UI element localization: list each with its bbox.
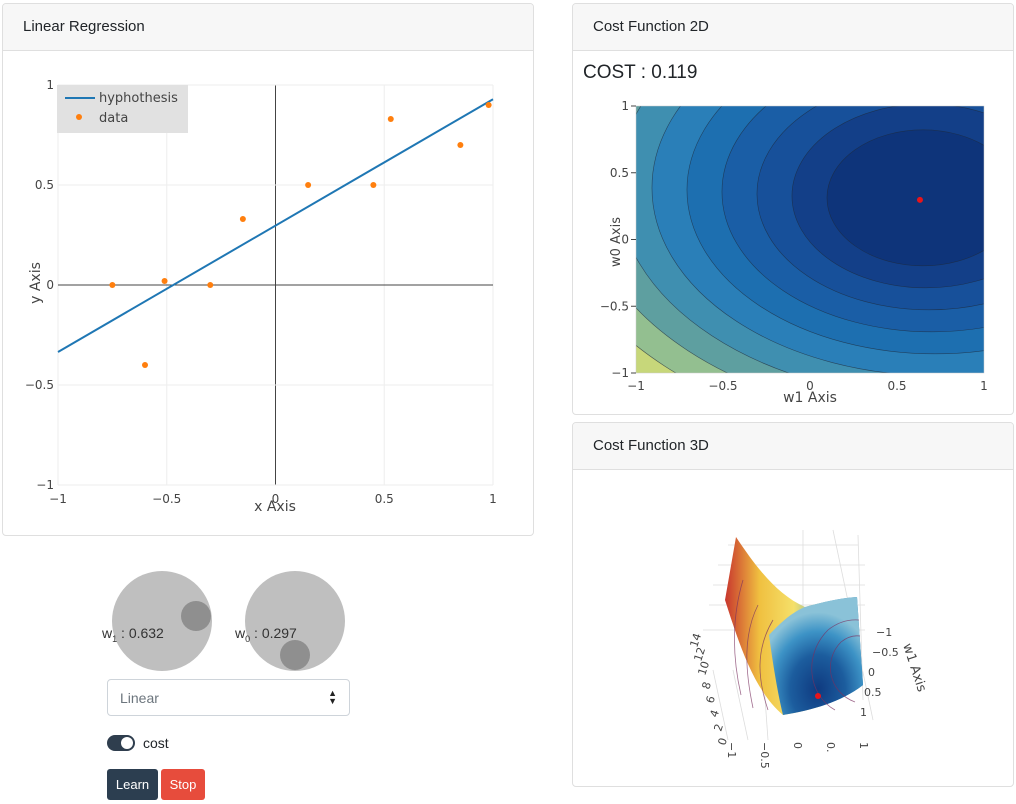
w1-label: w1 : 0.632 <box>102 625 164 644</box>
surface-z-tick: 4 <box>707 708 722 719</box>
w1-value: 0.632 <box>128 625 164 641</box>
surface-z-tick: 0 <box>715 736 730 747</box>
y-tick-label: 0 <box>46 278 54 292</box>
contour-band <box>826 129 984 267</box>
cost-2d-y-tick: 0.5 <box>610 166 629 180</box>
stop-button[interactable]: Stop <box>161 769 205 800</box>
cost-2d-x-tick: −1 <box>627 379 645 393</box>
surface-weights-marker <box>815 693 821 699</box>
surface-z-tick: 8 <box>699 680 714 691</box>
cost-2d-x-tick: 1 <box>980 379 988 393</box>
surface-w1-axis-title: w1 Axis <box>899 642 929 694</box>
data-point <box>387 116 394 122</box>
x-tick-label: −0.5 <box>152 492 181 506</box>
surface-w1-tick: 0 <box>868 666 875 679</box>
cost-2d-x-axis-title: w1 Axis <box>783 390 837 406</box>
regression-plot[interactable]: −1 −0.5 0 0.5 1−1−0.500.51 hyphothesis data … <box>3 51 534 536</box>
surface-z-tick: 2 <box>711 722 726 733</box>
data-point <box>142 362 148 368</box>
cost-2d-y-tick: −1 <box>611 366 629 380</box>
x-tick-label: 0.5 <box>375 492 394 506</box>
data-point <box>370 182 377 188</box>
current-weights-marker <box>916 196 923 203</box>
surface-w1-tick: −1 <box>876 626 892 639</box>
surface-w0-tick: −0.5 <box>758 742 771 769</box>
legend-data-label: data <box>99 111 128 126</box>
cost-2d-y-tick: −0.5 <box>600 299 629 313</box>
surface-contours <box>734 579 861 711</box>
select-arrows-icon: ▲ ▼ <box>328 688 337 706</box>
legend-hypothesis-label: hyphothesis <box>99 91 178 106</box>
linear-regression-card: Linear Regression −1 −0.5 0 0.5 1 −1 −0.5 0 0.5 1… <box>2 3 534 536</box>
cost-2d-title: Cost Function 2D <box>573 4 1013 51</box>
hypothesis-line <box>57 98 494 353</box>
surface-z-tick: 10 <box>695 660 712 677</box>
cost-toggle[interactable] <box>107 735 135 751</box>
y-tick-label: −0.5 <box>25 378 54 392</box>
regression-x-axis-title: x Axis <box>254 499 296 515</box>
surface-w1-tick: −0.5 <box>872 646 899 659</box>
w1-knob[interactable] <box>112 571 212 671</box>
w0-value: 0.297 <box>261 625 297 641</box>
y-tick-label: 0.5 <box>35 178 54 192</box>
surface-w1-tick: 0.5 <box>864 686 882 699</box>
surface-w0-tick: −1 <box>725 742 738 758</box>
cost-label: COST <box>583 62 636 83</box>
surface-bowl <box>769 597 863 715</box>
cost-toggle-label: cost <box>143 735 169 751</box>
data-point <box>485 102 492 108</box>
cost-2d-card: Cost Function 2D COST : 0.119 −1 −0.5 0 0.5… <box>572 3 1014 415</box>
cost-2d-y-tick: 0 <box>621 233 629 247</box>
regression-legend[interactable]: hyphothesis data <box>57 85 188 133</box>
surface-z-tick: 6 <box>703 694 718 705</box>
w0-label: w0 : 0.297 <box>235 625 297 644</box>
data-point <box>207 282 214 288</box>
surface-w0-tick: 0 <box>791 742 804 749</box>
model-select[interactable]: Linear ▲ ▼ <box>107 679 350 716</box>
w0-knob-handle[interactable] <box>280 640 310 670</box>
surface-w1-tick: 1 <box>860 706 867 719</box>
surface-w0-tick: 1 <box>857 742 870 749</box>
cost-3d-title: Cost Function 3D <box>573 423 1013 470</box>
data-point <box>457 142 464 148</box>
data-point <box>305 182 312 188</box>
linear-regression-title: Linear Regression <box>3 4 533 51</box>
model-select-value: Linear <box>120 690 159 706</box>
learn-button[interactable]: Learn <box>107 769 158 800</box>
data-point <box>161 278 168 284</box>
cost-2d-x-tick: 0.5 <box>887 379 906 393</box>
cost-2d-y-tick: 1 <box>621 99 629 113</box>
data-point <box>239 216 246 222</box>
y-tick-label: 1 <box>46 78 54 92</box>
cost-readout: COST : 0.119 <box>583 62 698 83</box>
w1-knob-handle[interactable] <box>181 601 211 631</box>
y-tick-label: −1 <box>36 478 54 492</box>
surface-z-tick: 12 <box>691 646 708 663</box>
cost-2d-x-tick: −0.5 <box>708 379 737 393</box>
legend-data-swatch <box>76 114 82 120</box>
cost-2d-y-axis-title: w0 Axis <box>609 217 624 267</box>
cost-contour-plot[interactable]: −1 −0.5 0 0.5 1 −1 −0.5 0 0.5 1 w1 Axis w0 Axis <box>573 51 1014 415</box>
w0-knob[interactable] <box>245 571 345 671</box>
x-tick-label: −1 <box>49 492 67 506</box>
cost-2d-x-tick: 0 <box>806 379 814 393</box>
x-tick-label: 0 <box>272 492 280 506</box>
regression-y-axis-title: y Axis <box>28 262 44 304</box>
cost-3d-card: Cost Function 3D <box>572 422 1014 787</box>
surface-z-tick: 14 <box>687 632 704 649</box>
x-tick-label: 1 <box>489 492 497 506</box>
cost-value: 0.119 <box>651 62 698 83</box>
data-point <box>109 282 116 288</box>
surface-w0-tick: 0. <box>824 742 837 753</box>
